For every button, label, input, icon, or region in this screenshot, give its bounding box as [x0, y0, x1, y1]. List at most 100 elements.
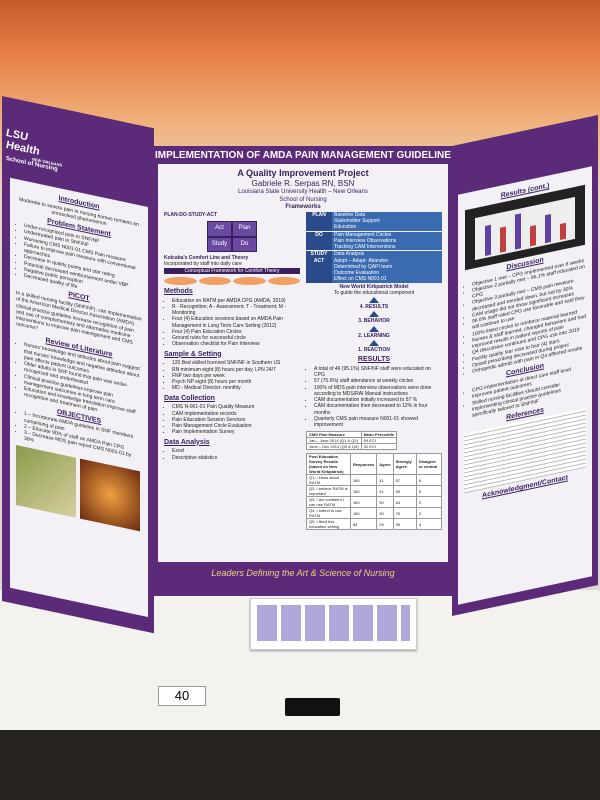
table-cell: 6: [415, 474, 443, 487]
text: Incorporated by staff into daily care: [164, 261, 242, 268]
list-item: Psych NP eight (8) hours per month: [172, 379, 300, 385]
list-item: Four (4) Education sessions based on AMD…: [172, 316, 300, 329]
table-cell: Agree: [376, 453, 394, 476]
poster-title: IMPLEMENTATION OF AMDA PAIN MANAGEMENT G…: [155, 150, 451, 161]
pdsa-quadrant: Act: [207, 221, 232, 237]
image: [80, 458, 140, 531]
image: [16, 444, 76, 518]
text: To guide the educational component: [333, 289, 415, 296]
list-item: CAM documentation then decreased to 12% …: [314, 403, 442, 416]
heading: Data Collection: [164, 394, 215, 402]
pdsa-item: Education: [334, 224, 357, 231]
table-row: Post Education Survey Results (based on …: [306, 453, 443, 476]
list-item: Excel: [172, 448, 300, 454]
pdsa-step: DO: [306, 231, 332, 251]
right-panel: Results (cont.) Discussion Objective 1 m…: [458, 166, 592, 605]
survey-table: Post Education Survey Results (based on …: [306, 453, 443, 531]
handout-content: [257, 605, 410, 641]
logo: LSU Health NEW ORLEANS School of Nursing: [6, 127, 62, 174]
pdsa-quadrant: Do: [232, 236, 257, 252]
list-item: 100% of MDS pain interview observations …: [314, 385, 442, 398]
list-item: Four (4) Pain Education Circles: [172, 329, 300, 335]
list-item: 120 Bed skilled licensed SNF/NF in South…: [172, 360, 300, 366]
oval: [233, 276, 266, 285]
table-cell: Q1: I know about RATM: [306, 474, 351, 487]
pdsa-item: Tracking CAM Interventions: [334, 244, 396, 250]
pdsa-item: Determined by QAPI team: [334, 263, 393, 270]
pdsa-items: Baseline Data Stakeholder Support Educatio…: [332, 211, 442, 231]
list-item: Education on RATM per AMDA CPG (AMDA, 20…: [172, 298, 300, 304]
kirkpatrick-steps: 4. RESULTS 3. BEHAVIOR 2. LEARNING 1. REACT…: [306, 297, 442, 353]
pdsa-items: Data Analysis Adopt – Adapt- Abandon Deter…: [332, 251, 442, 283]
floor: [0, 730, 600, 800]
table-cell: Responses: [349, 453, 378, 476]
pdsa-row: PLAN Baseline Data Stakeholder Support Educ…: [306, 211, 442, 231]
pdsa-item: Pain Management Circles: [334, 231, 392, 238]
slot: [285, 698, 340, 716]
number-card: 40: [158, 686, 206, 706]
bar-image: [530, 224, 536, 247]
list: ExcelDescriptive statistics: [164, 448, 300, 461]
list-item: MD - Medical Director: monthly: [172, 385, 300, 391]
table-row: Q4: I intend to use RATM 160 30 75 2: [306, 507, 443, 520]
table-row: Q3: I am confident I can use RATM 160 30 64…: [306, 496, 443, 509]
list-item: A total of 46 (95.1%) SNF/NF staff were …: [314, 366, 442, 379]
arrow: [369, 297, 379, 303]
left-board: LSU Health NEW ORLEANS School of Nursing…: [2, 96, 154, 634]
table-cell: 41: [376, 474, 394, 487]
handout: [250, 598, 417, 650]
bar-image: [560, 222, 566, 240]
pdsa-item: Data Analysis: [334, 251, 365, 258]
table-cell: 160: [349, 474, 378, 487]
table-cell: 75: [392, 507, 417, 520]
kirkpatrick-step: 4. RESULTS: [359, 304, 389, 310]
heading: PLAN-DO-STUDY-ACT: [164, 211, 218, 218]
table-cell: 31: [376, 485, 394, 498]
pdsa-item: Stakeholder Support: [334, 218, 380, 224]
table-cell: 57: [392, 474, 417, 487]
list-item: Pain Management Circle Evaluation: [172, 423, 300, 429]
table-row: June – Dec 2014 (Q3 & Q4) 32 ECI: [306, 443, 398, 451]
banner: Leaders Defining the Art & Science of Nu…: [211, 568, 395, 578]
table-cell: 2: [415, 496, 443, 509]
pdsa-step: STUDY ACT: [306, 251, 332, 283]
list-item: Quarterly CMS pain measure N001-01 showe…: [314, 416, 442, 429]
bar-image: [500, 226, 506, 253]
column-left: PLAN-DO-STUDY-ACT Act Plan Study Do Kolcaba…: [164, 212, 300, 531]
column-right: PLAN Baseline Data Stakeholder Support Educ…: [306, 211, 443, 531]
heading: Frameworks: [285, 204, 321, 211]
table-cell: Q5: I liked this education setting: [306, 518, 351, 531]
affiliation: Louisiana State University Health – New …: [238, 189, 368, 196]
bar-image: [485, 224, 491, 256]
table-cell: June – Dec 2014 (Q3 & Q4): [306, 443, 362, 451]
pdsa-step: PLAN: [306, 211, 332, 231]
table-cell: Disagree or neutral: [415, 453, 443, 476]
pdsa-table: PLAN Baseline Data Stakeholder Support Educ…: [306, 211, 442, 283]
oval: [267, 276, 300, 285]
table-cell: 5: [415, 485, 443, 498]
table-cell: Strongly Agree: [392, 453, 417, 476]
table-cell: 160: [349, 507, 378, 520]
subtitle: A Quality Improvement Project: [237, 168, 369, 178]
list-item: RN minimum eight (8) hours per day, LPN …: [172, 367, 300, 373]
table-cell: Post Education Survey Results (based on …: [306, 453, 351, 476]
list-item: Pain Education Session Services: [172, 417, 300, 423]
bar-image: [515, 213, 521, 250]
list-item: Ground rules for successful circle: [172, 335, 300, 341]
list: Education on RATM per AMDA CPG (AMDA, 20…: [164, 298, 300, 348]
oval: [164, 276, 197, 285]
list: A total of 46 (95.1%) SNF/NF staff were …: [306, 366, 442, 429]
arrow: [369, 325, 379, 332]
heading: RESULTS: [357, 356, 391, 363]
table-cell: 2: [415, 507, 443, 520]
list-item: 57 (75.6%) staff attendance at weekly ci…: [314, 378, 442, 384]
table-cell: Q4: I intend to use RATM: [306, 507, 351, 520]
table-cell: 64: [392, 496, 417, 509]
right-board: Results (cont.) Discussion Objective 1 m…: [452, 114, 598, 617]
pdsa-row: DO Pain Management Circles Pain Interview …: [306, 231, 442, 251]
heading: Kolcaba's Comfort Line and Theory: [164, 255, 249, 261]
kirkpatrick-step: 3. BEHAVIOR: [358, 318, 390, 325]
pdsa-item: Effect on CMS N001-01: [334, 276, 387, 283]
list-item: Descriptive statistics: [172, 455, 300, 461]
table-cell: 160: [349, 496, 378, 509]
